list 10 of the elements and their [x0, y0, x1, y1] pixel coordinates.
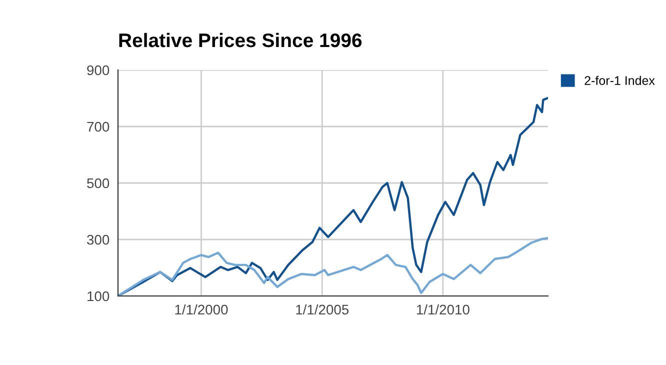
y-tick-label: 100 — [88, 291, 110, 302]
chart-title: Relative Prices Since 1996 — [119, 32, 362, 48]
x-tick-label: 1/1/2010 — [416, 304, 470, 315]
y-tick-label: 500 — [87, 178, 110, 188]
y-tick-label: 900 — [87, 65, 110, 76]
legend-label: 2-for-1 Index — [584, 76, 655, 85]
x-tick-label: 1/1/2005 — [296, 304, 349, 315]
y-tick-label: 700 — [87, 122, 110, 132]
x-tick-label: 1/1/2000 — [175, 304, 228, 315]
y-tick-label: 300 — [87, 234, 110, 245]
